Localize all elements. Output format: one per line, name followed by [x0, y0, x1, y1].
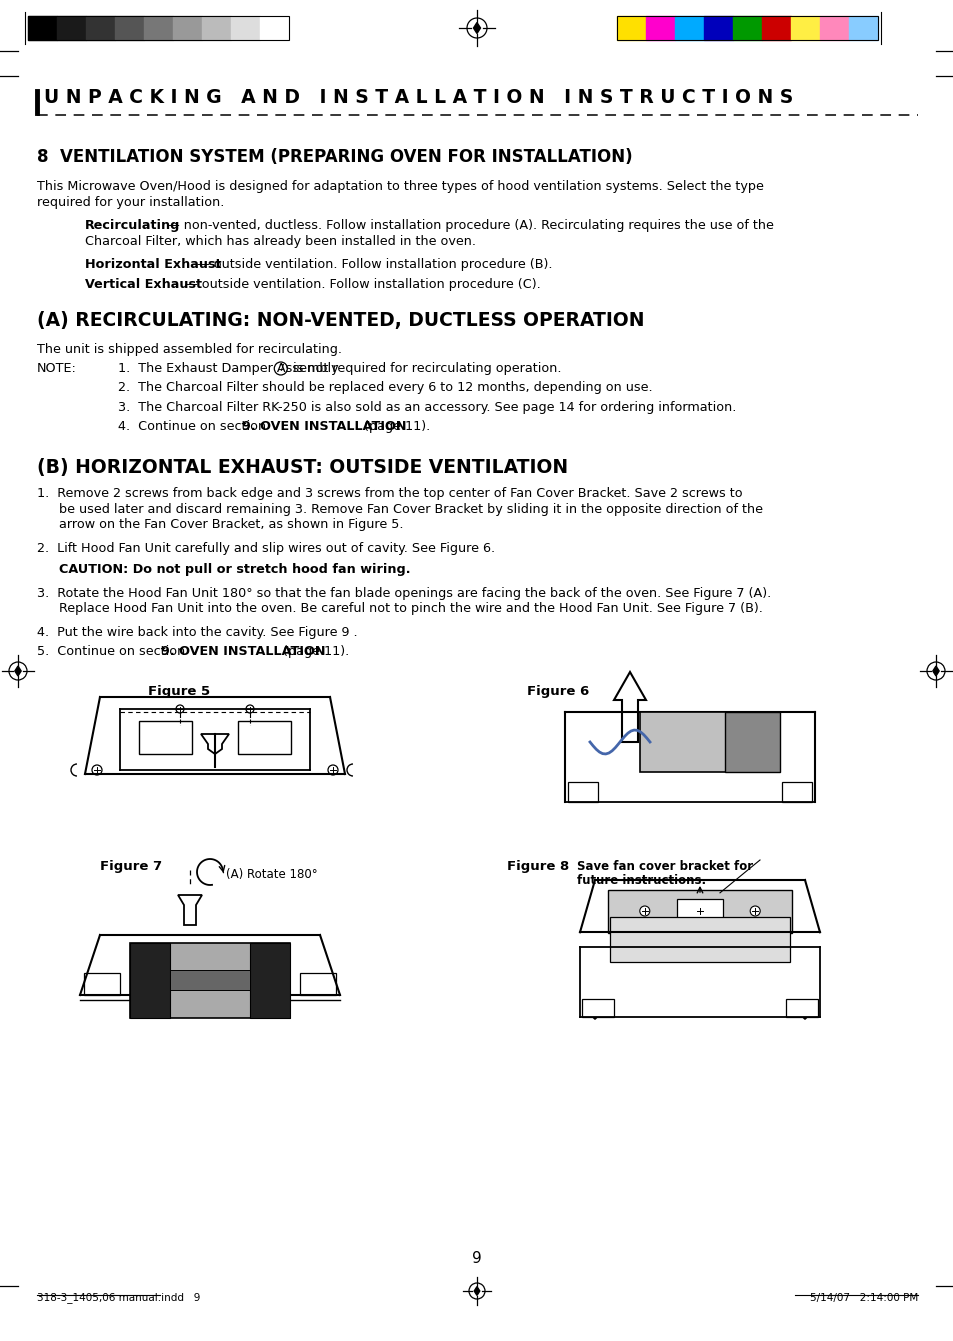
Text: Vertical Exhaust: Vertical Exhaust: [85, 278, 202, 291]
Bar: [677, 898, 722, 920]
Bar: [139, 721, 192, 755]
Text: U N P A C K I N G   A N D   I N S T A L L A T I O N   I N S T R U C T I O N S: U N P A C K I N G A N D I N S T A L L A …: [44, 87, 792, 106]
Text: Save fan cover bracket for: Save fan cover bracket for: [577, 860, 752, 873]
Text: 9. OVEN INSTALLATION: 9. OVEN INSTALLATION: [160, 645, 325, 658]
Bar: [144, 16, 172, 40]
Text: arrow on the Fan Cover Bracket, as shown in Figure 5.: arrow on the Fan Cover Bracket, as shown…: [59, 518, 403, 531]
Text: (page 11).: (page 11).: [359, 420, 430, 433]
Bar: [732, 16, 761, 40]
Bar: [639, 712, 780, 772]
Text: — non-vented, ductless. Follow installation procedure (A). Recirculating require: — non-vented, ductless. Follow installat…: [163, 219, 773, 232]
Bar: [299, 974, 335, 995]
Polygon shape: [589, 1010, 599, 1019]
Text: Horizontal Exhaust: Horizontal Exhaust: [85, 257, 221, 271]
Text: Figure 6: Figure 6: [526, 685, 589, 699]
Text: 3.  The Charcoal Filter RK-250 is also sold as an accessory. See page 14 for ord: 3. The Charcoal Filter RK-250 is also so…: [118, 401, 736, 413]
Bar: [172, 16, 202, 40]
Text: (page 11).: (page 11).: [278, 645, 349, 658]
Text: 9. OVEN INSTALLATION: 9. OVEN INSTALLATION: [241, 420, 406, 433]
Bar: [790, 16, 820, 40]
Circle shape: [175, 705, 184, 713]
Bar: [848, 16, 877, 40]
Circle shape: [695, 907, 704, 916]
Text: Figure 5: Figure 5: [148, 685, 210, 699]
Text: 1.  The Exhaust Damper Assembly: 1. The Exhaust Damper Assembly: [118, 362, 342, 374]
Text: Charcoal Filter, which has already been installed in the oven.: Charcoal Filter, which has already been …: [85, 235, 476, 248]
Bar: [237, 721, 291, 755]
Circle shape: [639, 907, 649, 916]
Text: required for your installation.: required for your installation.: [37, 196, 224, 208]
Text: 2.  Lift Hood Fan Unit carefully and slip wires out of cavity. See Figure 6.: 2. Lift Hood Fan Unit carefully and slip…: [37, 542, 495, 554]
Polygon shape: [201, 734, 229, 754]
Text: 318-3_1405,06 manual.indd   9: 318-3_1405,06 manual.indd 9: [37, 1293, 200, 1303]
Bar: [260, 16, 289, 40]
Text: 4.  Continue on section: 4. Continue on section: [118, 420, 270, 433]
Text: (A) RECIRCULATING: NON-VENTED, DUCTLESS OPERATION: (A) RECIRCULATING: NON-VENTED, DUCTLESS …: [37, 311, 644, 330]
Text: This Microwave Oven/Hood is designed for adaptation to three types of hood venti: This Microwave Oven/Hood is designed for…: [37, 180, 763, 193]
Polygon shape: [932, 666, 938, 676]
Text: 7: 7: [277, 363, 283, 373]
Bar: [820, 16, 848, 40]
Text: 9: 9: [472, 1251, 481, 1266]
Bar: [675, 16, 703, 40]
Bar: [617, 16, 645, 40]
Text: Recirculating: Recirculating: [85, 219, 180, 232]
Bar: [115, 16, 144, 40]
Polygon shape: [474, 1286, 479, 1295]
Bar: [231, 16, 260, 40]
Bar: [607, 890, 791, 933]
Text: Figure 7: Figure 7: [100, 860, 162, 873]
Circle shape: [328, 764, 337, 775]
Text: be used later and discard remaining 3. Remove Fan Cover Bracket by sliding it in: be used later and discard remaining 3. R…: [59, 503, 762, 515]
Bar: [645, 16, 675, 40]
Text: 2.  The Charcoal Filter should be replaced every 6 to 12 months, depending on us: 2. The Charcoal Filter should be replace…: [118, 381, 652, 394]
Text: 8  VENTILATION SYSTEM (PREPARING OVEN FOR INSTALLATION): 8 VENTILATION SYSTEM (PREPARING OVEN FOR…: [37, 148, 632, 166]
Bar: [781, 782, 811, 802]
Text: 3.  Rotate the Hood Fan Unit 180° so that the fan blade openings are facing the : 3. Rotate the Hood Fan Unit 180° so that…: [37, 586, 770, 599]
Text: future instructions.: future instructions.: [577, 874, 705, 886]
Text: — outside ventilation. Follow installation procedure (B).: — outside ventilation. Follow installati…: [193, 257, 552, 271]
Bar: [761, 16, 790, 40]
Text: Replace Hood Fan Unit into the oven. Be careful not to pinch the wire and the Ho: Replace Hood Fan Unit into the oven. Be …: [59, 602, 762, 616]
Bar: [785, 999, 817, 1018]
Circle shape: [246, 705, 253, 713]
Bar: [609, 917, 789, 963]
Text: Figure 8: Figure 8: [506, 860, 569, 873]
Text: is not required for recirculating operation.: is not required for recirculating operat…: [289, 362, 560, 374]
Bar: [250, 943, 290, 1018]
Polygon shape: [800, 1010, 809, 1019]
Bar: [57, 16, 86, 40]
Text: 5/14/07   2:14:00 PM: 5/14/07 2:14:00 PM: [809, 1293, 917, 1303]
Bar: [703, 16, 732, 40]
Bar: [567, 782, 598, 802]
Polygon shape: [473, 23, 480, 34]
Text: NOTE:: NOTE:: [37, 362, 77, 374]
Polygon shape: [178, 894, 202, 925]
Text: 5.  Continue on section: 5. Continue on section: [37, 645, 189, 658]
Bar: [581, 999, 614, 1018]
Bar: [86, 16, 115, 40]
Text: (B) HORIZONTAL EXHAUST: OUTSIDE VENTILATION: (B) HORIZONTAL EXHAUST: OUTSIDE VENTILAT…: [37, 457, 568, 476]
Bar: [84, 974, 120, 995]
Polygon shape: [15, 666, 21, 676]
Bar: [28, 16, 289, 40]
Polygon shape: [614, 672, 645, 742]
Text: — outside ventilation. Follow installation procedure (C).: — outside ventilation. Follow installati…: [181, 278, 540, 291]
Bar: [130, 943, 170, 1018]
Text: 4.  Put the wire back into the cavity. See Figure 9 .: 4. Put the wire back into the cavity. Se…: [37, 625, 357, 638]
Text: The unit is shipped assembled for recirculating.: The unit is shipped assembled for recirc…: [37, 343, 341, 355]
Bar: [130, 943, 290, 1018]
Bar: [617, 16, 877, 40]
Text: CAUTION: Do not pull or stretch hood fan wiring.: CAUTION: Do not pull or stretch hood fan…: [59, 563, 410, 577]
Bar: [724, 712, 780, 772]
Circle shape: [91, 764, 102, 775]
Bar: [202, 16, 231, 40]
Text: 1.  Remove 2 screws from back edge and 3 screws from the top center of Fan Cover: 1. Remove 2 screws from back edge and 3 …: [37, 487, 741, 500]
Circle shape: [749, 907, 760, 916]
Bar: [28, 16, 57, 40]
Text: (A) Rotate 180°: (A) Rotate 180°: [226, 868, 317, 881]
Text: (B): (B): [260, 955, 281, 968]
Bar: [170, 970, 250, 990]
